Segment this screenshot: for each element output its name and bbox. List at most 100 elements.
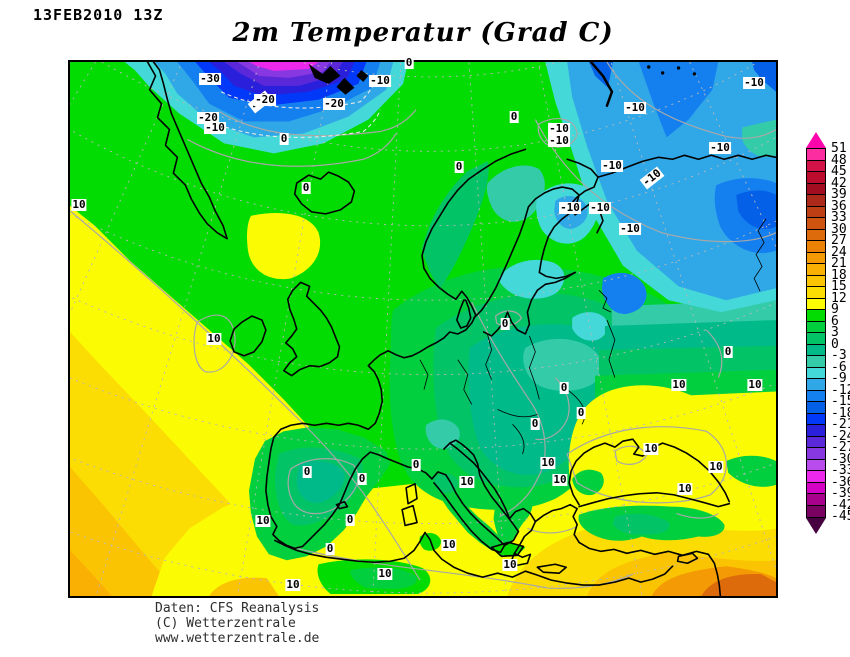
colorbar-segment — [807, 218, 825, 230]
colorbar-tick-label: 6 — [831, 313, 839, 329]
colorbar-tick-label: 48 — [831, 152, 847, 168]
coast-levant — [707, 553, 722, 596]
coast-west-europe-iberia — [265, 322, 473, 550]
colorbar-tick-label: 30 — [831, 221, 847, 237]
colorbar-tick-label: -33 — [831, 463, 850, 478]
colorbar-segment — [807, 367, 825, 379]
isotherms — [70, 62, 776, 589]
colorbar-tick-label: -21 — [831, 417, 850, 432]
colorbar-tick-label: 0 — [831, 336, 839, 352]
graticule — [70, 62, 776, 596]
colorbar-tick-label: 51 — [831, 141, 847, 156]
coast-italy-east — [443, 439, 520, 547]
colorbar-tick-label: 42 — [831, 175, 847, 191]
colorbar-tick-label: -27 — [831, 440, 850, 455]
colorbar-segment — [807, 172, 825, 184]
colorbar-segment — [807, 149, 825, 161]
map-title: 2m Temperatur (Grad C) — [232, 18, 614, 48]
colorbar-segment — [807, 413, 825, 425]
arctic-islands — [308, 63, 697, 95]
colorbar-segment — [807, 356, 825, 368]
colorbar-tick-label: 36 — [831, 198, 847, 214]
colorbar-scale — [806, 148, 826, 518]
colorbar-segment — [807, 482, 825, 494]
colorbar-tick-label: -45 — [831, 509, 850, 524]
colorbar-tick-label: 12 — [831, 290, 847, 306]
colorbar-tick-label: -9 — [831, 371, 847, 386]
coast-cyprus — [676, 552, 699, 565]
colorbar-tick-label: 33 — [831, 210, 847, 225]
colorbar-tick-label: 27 — [831, 233, 847, 248]
colorbar-segment — [807, 206, 825, 218]
colorbar-tick-label: -30 — [831, 451, 850, 467]
colorbar-segment — [807, 333, 825, 345]
colorbar-arrow-down-icon — [806, 518, 826, 534]
credit-copyright: (C) Wetterzentrale — [155, 616, 296, 631]
coast-novaya-zemlya — [589, 62, 614, 107]
coast-north-africa — [274, 531, 674, 586]
colorbar-segment — [807, 448, 825, 460]
colorbar-tick-label: -39 — [831, 486, 850, 501]
colorbar-segment — [807, 298, 825, 310]
colorbar-segment — [807, 160, 825, 172]
coast-norway — [421, 148, 527, 301]
colorbar-tick-label: 21 — [831, 256, 847, 271]
colorbar-segment — [807, 402, 825, 414]
colorbar-segment — [807, 436, 825, 448]
colorbar-tick-label: -6 — [831, 359, 847, 375]
temperature-colorbar: 51 48 45 42 39 36 33 30 27 24 21 18 15 12 9 6 3 0 -3 -6 -9 -1… — [806, 132, 850, 534]
coast-britain — [282, 281, 341, 377]
map-canvas — [70, 62, 776, 596]
colorbar-segment — [807, 229, 825, 241]
colorbar-segment — [807, 183, 825, 195]
colorbar-tick-label: 15 — [831, 279, 847, 294]
coast-balearic — [335, 500, 349, 510]
colorbar-tick-label: -15 — [831, 394, 850, 409]
coast-black-sea-south — [578, 491, 731, 508]
colorbar-segment — [807, 344, 825, 356]
temperature-map: -30 -30 -20 -10 -20 -20 0 -10 0 0 10 10 0 -10 -10 -10 -1… — [68, 57, 778, 598]
colorbar-tick-label: 45 — [831, 164, 847, 179]
credit-data-source: Daten: CFS Reanalysis — [155, 601, 320, 616]
coast-ireland — [229, 315, 267, 357]
colorbar-tick-label: -36 — [831, 474, 850, 490]
coast-aegean-turkey-west — [534, 503, 580, 544]
colorbar-tick-label: 9 — [831, 302, 839, 317]
coastlines — [146, 62, 776, 596]
colorbar-segment — [807, 252, 825, 264]
colorbar-arrow-up-icon — [806, 132, 826, 148]
colorbar-segment — [807, 379, 825, 391]
colorbar-segment — [807, 390, 825, 402]
run-timestamp: 13FEB2010 13Z — [33, 6, 164, 24]
colorbar-segment — [807, 195, 825, 207]
temperature-field — [70, 62, 776, 596]
coast-black-sea-north — [568, 438, 731, 506]
svalbard-icon — [308, 63, 341, 84]
colorbar-segment — [807, 505, 825, 517]
coast-baltic-east — [482, 271, 576, 337]
colorbar-segment — [807, 494, 825, 506]
colorbar-tick-label: -18 — [831, 405, 850, 421]
coast-crete — [536, 563, 567, 574]
coast-italy-west — [431, 471, 506, 554]
colorbar-segment — [807, 264, 825, 276]
coast-barents — [597, 154, 776, 178]
coast-denmark — [456, 299, 472, 329]
colorbar-tick-label: 18 — [831, 267, 847, 283]
colorbar-tick-label: -42 — [831, 497, 850, 513]
credit-website: www.wetterzentrale.de — [155, 631, 320, 646]
colorbar-segment — [807, 287, 825, 299]
colorbar-tick-label: 39 — [831, 187, 847, 202]
colorbar-tick-label: -3 — [831, 348, 847, 363]
colorbar-segment — [807, 471, 825, 483]
coast-adriatic-east — [449, 442, 511, 520]
colorbar-segment — [807, 321, 825, 333]
coast-sicily — [490, 541, 525, 558]
colorbar-segment — [807, 459, 825, 471]
colorbar-tick-label: -12 — [831, 382, 850, 398]
coast-iceland — [293, 171, 356, 215]
colorbar-segment — [807, 241, 825, 253]
coast-sardinia — [401, 504, 418, 527]
credits: Daten: CFS Reanalysis (C) Wetterzentrale… — [155, 601, 319, 646]
